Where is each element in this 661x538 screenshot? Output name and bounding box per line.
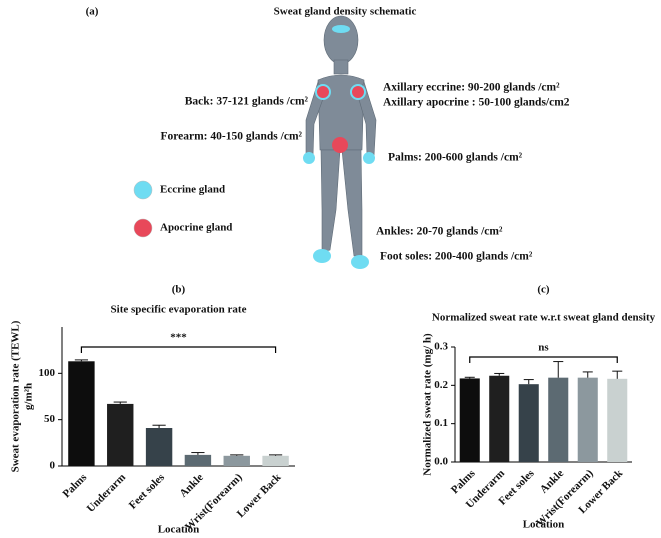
panel-label: (c) xyxy=(537,284,550,296)
bar xyxy=(518,384,539,462)
y-tick-label: 0.1 xyxy=(434,417,448,429)
x-tick-label: Feet soles xyxy=(127,471,168,512)
x-tick-label: Ankle xyxy=(177,471,205,499)
legend-label: Eccrine gland xyxy=(160,184,225,196)
annotation: Forearm: 40-150 glands /cm² xyxy=(160,131,302,143)
legend-swatch xyxy=(133,180,153,200)
bar xyxy=(184,454,212,466)
human-figure xyxy=(305,15,377,257)
bar xyxy=(548,377,569,462)
y-tick-label: 0.0 xyxy=(434,456,448,468)
panel-title: Sweat gland density schematic xyxy=(274,6,417,18)
panel-label: (a) xyxy=(86,6,99,18)
significance-label: ns xyxy=(538,342,549,354)
y-axis-label: Normalized sweat rate (mg/ h) xyxy=(422,333,434,476)
legend-label: Apocrine gland xyxy=(160,222,232,234)
bar xyxy=(607,378,628,462)
significance-label: *** xyxy=(170,332,187,344)
legend-swatch xyxy=(133,218,153,238)
gland-markers xyxy=(303,25,375,269)
chart-title: Site specific evaporation rate xyxy=(111,304,247,316)
bar xyxy=(577,377,598,462)
y-axis-unit: g/m²h xyxy=(23,383,35,410)
bar xyxy=(489,375,510,462)
y-tick-label: 100 xyxy=(39,367,56,379)
y-axis-label: Sweat evaporation rate (TEWL) xyxy=(10,320,22,472)
x-tick-label: Underarm xyxy=(85,471,128,514)
x-axis-label: Location xyxy=(158,524,200,536)
annotation: Axillary apocrine : 50-100 glands/cm2 xyxy=(383,97,570,109)
x-axis-label: Location xyxy=(523,519,565,531)
annotation: Back: 37-121 glands /cm² xyxy=(185,96,309,108)
y-tick-label: 0 xyxy=(50,460,56,472)
y-tick-label: 0.2 xyxy=(434,379,448,391)
bar xyxy=(459,378,480,462)
significance-bracket xyxy=(469,356,618,363)
annotation: Axillary eccrine: 90-200 glands /cm² xyxy=(383,82,560,94)
annotation: Palms: 200-600 glands /cm² xyxy=(388,152,523,164)
annotation: Ankles: 20-70 glands /cm² xyxy=(376,226,503,238)
annotation: Foot soles: 200-400 glands /cm² xyxy=(380,251,533,263)
bar xyxy=(262,455,289,466)
bar xyxy=(145,428,173,466)
significance-bracket xyxy=(80,346,277,353)
y-tick-label: 0.3 xyxy=(434,341,448,353)
x-tick-label: Palms xyxy=(61,471,90,500)
y-tick-label: 50 xyxy=(44,413,56,425)
panel-label: (b) xyxy=(172,284,186,296)
bar xyxy=(68,361,95,466)
bar xyxy=(223,455,250,466)
chart-title: Normalized sweat rate w.r.t sweat gland … xyxy=(432,312,656,324)
bar xyxy=(107,403,134,466)
